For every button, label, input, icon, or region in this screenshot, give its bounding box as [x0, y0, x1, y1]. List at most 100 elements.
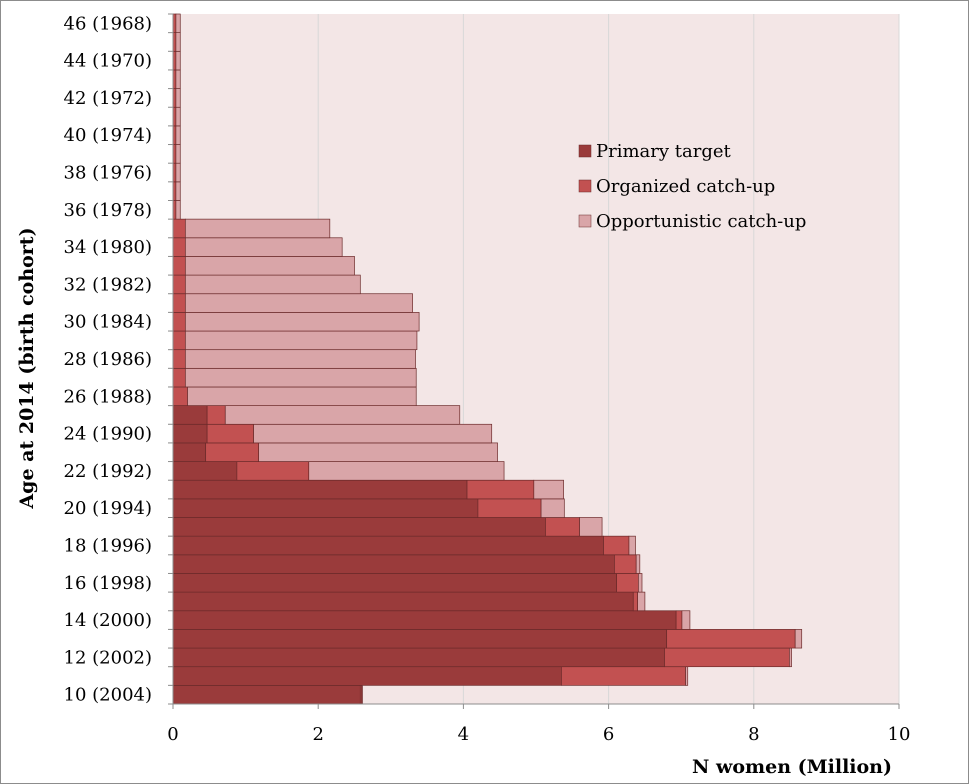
- bar-segment: [172, 442, 207, 462]
- y-tick-labels: 10 (2004) 12 (2002) 14 (2000) 16 (1998) 18 (…: [64, 13, 152, 705]
- legend-swatch: [578, 214, 592, 228]
- bar-segment: [638, 573, 643, 593]
- bar-segment: [224, 405, 461, 425]
- bar-segment: [172, 535, 604, 556]
- bar-segment: [172, 479, 468, 500]
- bar-segment: [794, 629, 803, 649]
- bar-segment: [628, 535, 636, 556]
- bar-segment: [172, 386, 188, 406]
- bar-segment: [187, 386, 417, 406]
- bar-segment: [172, 685, 361, 705]
- bar-segment: [533, 479, 564, 500]
- y-tick-label: 14 (2000): [64, 610, 152, 631]
- bar-segment: [172, 367, 186, 388]
- bar-segment: [184, 237, 343, 257]
- legend-swatch: [578, 144, 592, 158]
- bar-segment: [466, 479, 535, 500]
- x-tick-label: 4: [458, 724, 469, 745]
- y-tick-label: 30 (1984): [64, 312, 152, 333]
- legend: Primary target Organized catch-up Opportun…: [578, 141, 806, 232]
- bar-segment: [236, 461, 310, 481]
- bar-segment: [205, 442, 260, 462]
- bar-segment: [172, 554, 615, 574]
- y-tick-label: 24 (1990): [64, 424, 152, 445]
- bar-segment: [172, 237, 186, 257]
- bar-segment: [253, 423, 493, 444]
- bar-segment: [184, 218, 331, 239]
- y-axis-title: Age at 2014 (birth cohort): [16, 227, 38, 509]
- bar-segment: [172, 405, 208, 425]
- bar-segment: [172, 610, 677, 630]
- y-tick-label: 26 (1988): [64, 386, 152, 407]
- bar-segment: [184, 256, 355, 276]
- y-tick-label: 20 (1994): [64, 498, 152, 519]
- bar-segment: [632, 591, 638, 612]
- bar-segment: [172, 461, 238, 481]
- bar-segment: [637, 591, 646, 612]
- bar-segment: [666, 629, 796, 649]
- y-tick-label: 46 (1968): [64, 13, 152, 34]
- bar-segment: [184, 293, 413, 313]
- bar-segment: [175, 181, 181, 201]
- bar-segment: [681, 610, 691, 630]
- bar-segment: [175, 13, 181, 33]
- x-axis-title: N women (Million): [692, 756, 892, 778]
- bar-segment: [175, 125, 181, 145]
- bar-segment: [477, 498, 542, 518]
- bar-segment: [172, 312, 186, 332]
- x-tick-label: 2: [312, 724, 323, 745]
- y-tick-label: 22 (1992): [64, 461, 152, 482]
- bar-segment: [664, 647, 790, 668]
- legend-label: Opportunistic catch-up: [596, 211, 806, 232]
- legend-label: Organized catch-up: [596, 176, 775, 197]
- bar-segment: [184, 312, 420, 332]
- bar-segment: [184, 349, 416, 369]
- axes: [168, 13, 900, 709]
- bar-segment: [561, 666, 686, 686]
- bar-segment: [616, 573, 639, 593]
- bar-segment: [540, 498, 565, 518]
- y-tick-label: 16 (1998): [64, 573, 152, 594]
- bar-segment: [172, 666, 562, 686]
- legend-swatch: [578, 179, 592, 193]
- x-tick-label: 0: [167, 724, 178, 745]
- y-tick-label: 32 (1982): [64, 274, 152, 295]
- bar-segment: [172, 349, 186, 369]
- y-tick-label: 34 (1980): [64, 237, 152, 258]
- bar-segment: [172, 274, 186, 295]
- bar-segment: [175, 200, 181, 220]
- bars: [172, 13, 803, 705]
- bar-segment: [172, 218, 186, 239]
- bar-segment: [172, 293, 186, 313]
- y-tick-label: 40 (1974): [64, 125, 152, 146]
- bar-segment: [579, 517, 603, 537]
- bar-segment: [175, 69, 181, 89]
- legend-label: Primary target: [596, 141, 732, 162]
- bar-segment: [258, 442, 498, 462]
- bar-segment: [184, 367, 417, 388]
- bar-segment: [184, 330, 418, 351]
- bar-segment: [172, 517, 546, 537]
- bar-segment: [172, 629, 668, 649]
- bar-segment: [175, 144, 181, 164]
- bar-segment: [789, 647, 792, 668]
- bar-segment: [172, 573, 617, 593]
- x-tick-label: 8: [748, 724, 759, 745]
- y-tick-label: 44 (1970): [64, 51, 152, 72]
- y-tick-label: 38 (1976): [64, 163, 152, 184]
- bar-segment: [685, 666, 689, 686]
- bar-segment: [635, 554, 641, 574]
- bar-segment: [175, 162, 181, 183]
- bar-segment: [545, 517, 580, 537]
- bar-segment: [175, 106, 181, 127]
- x-tick-label: 6: [603, 724, 614, 745]
- bar-segment: [175, 50, 181, 71]
- y-tick-label: 36 (1978): [64, 200, 152, 221]
- bar-segment: [361, 685, 363, 705]
- y-tick-label: 18 (1996): [64, 535, 152, 556]
- bar-segment: [172, 647, 665, 668]
- bar-segment: [206, 423, 254, 444]
- bar-segment: [172, 498, 479, 518]
- bar-segment: [614, 554, 637, 574]
